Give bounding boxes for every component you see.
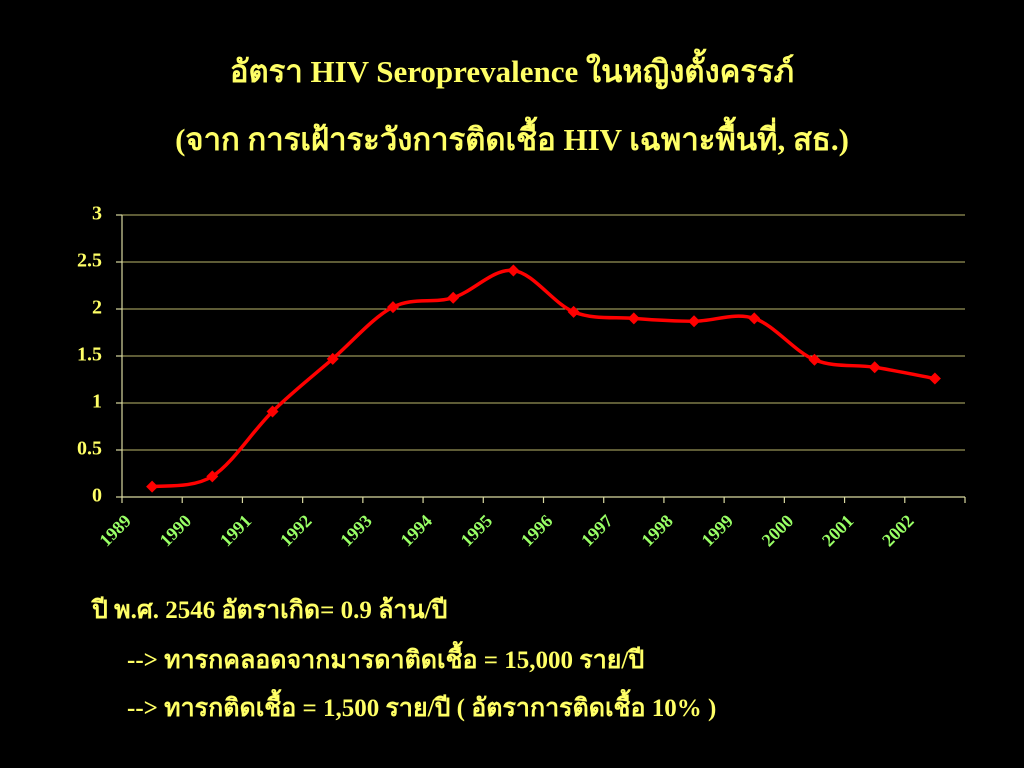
marker <box>326 352 339 365</box>
marker <box>146 480 159 493</box>
marker <box>808 353 821 366</box>
marker <box>507 264 520 277</box>
chart-title: อัตรา HIV Seroprevalence ในหญิงตั้งครรภ์ <box>230 48 794 90</box>
y-tick-label: 0 <box>92 485 102 507</box>
marker <box>206 470 219 483</box>
y-tick-label: 2.5 <box>77 250 102 272</box>
marker <box>447 291 460 304</box>
marker <box>748 312 761 325</box>
marker <box>627 312 640 325</box>
marker <box>386 301 399 314</box>
y-tick-label: 2 <box>92 297 102 319</box>
y-tick-label: 1 <box>92 391 102 413</box>
y-tick-label: 1.5 <box>77 344 102 366</box>
marker <box>868 361 881 374</box>
marker <box>928 372 941 385</box>
chart-subtitle: (จาก การเฝ้าระวังการติดเชื้อ HIV เฉพาะพื… <box>175 116 849 157</box>
marker <box>567 305 580 318</box>
y-tick-label: 0.5 <box>77 438 102 460</box>
annotation: ปี พ.ศ. 2546 อัตราเกิด= 0.9 ล้าน/ปี <box>90 596 447 624</box>
marker <box>266 405 279 418</box>
marker <box>688 315 701 328</box>
y-tick-label: 3 <box>92 203 102 225</box>
